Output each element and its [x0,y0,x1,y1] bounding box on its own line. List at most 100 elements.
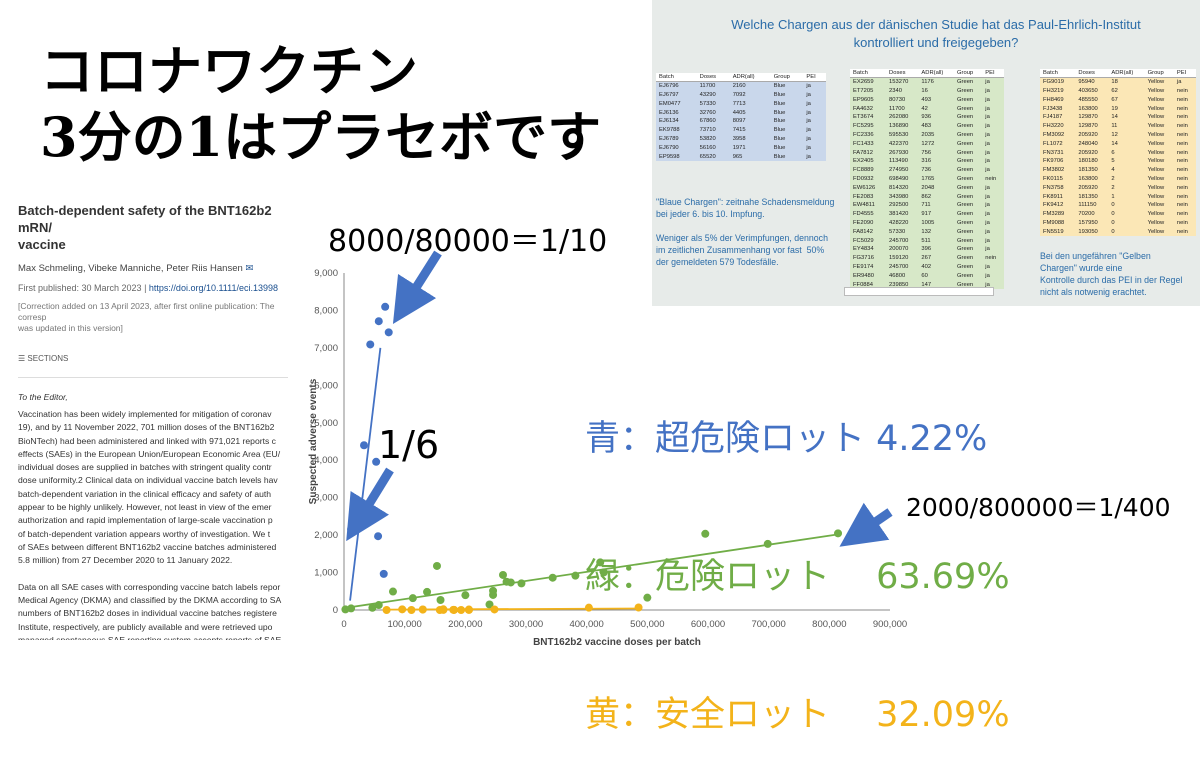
table-cell: EP9598 [656,152,697,161]
table-cell: Green [954,209,983,219]
table-cell: 2160 [729,81,771,91]
table-cell: Blue [770,116,804,126]
table-cell: Green [954,121,983,131]
table-cell: EK9788 [656,125,697,135]
menu-icon: ☰ [18,354,26,363]
table-cell: ja [982,236,1004,245]
table-cell: FH3220 [1040,121,1076,131]
correction-line1: [Correction added on 13 April 2023, afte… [18,301,275,322]
table-row: EW4811 292500 711 Green ja [850,200,1004,210]
x-tick-label: 600,000 [691,619,725,630]
data-point-series-0 [347,525,356,534]
data-point-series-2 [464,605,473,614]
table-row: FH3220 129870 11 Yellow nein [1040,121,1196,131]
table-cell: ja [982,121,1004,131]
table-cell: 1272 [918,139,955,149]
data-point-series-1 [548,573,557,582]
table-cell: ja [803,99,826,109]
table-cell: ja [803,143,826,153]
column-header: Batch [850,69,887,79]
yellow-batch-table: Batch Doses ADR(all) Group PEI FG9019 95940 18 Y… [1040,69,1196,237]
x-tick-label: 800,000 [812,619,846,630]
column-header: PEI [1173,69,1196,79]
table-row: EX2405 113490 316 Green ja [850,156,1004,166]
table-row: EY4834 200070 396 Green ja [850,244,1004,254]
table-cell: 12 [1108,130,1145,140]
table-cell: FM3289 [1040,209,1076,219]
green-header-row: Batch Doses ADR(all) Group PEI [850,69,1004,79]
table-cell: Yellow [1144,174,1174,184]
sections-menu[interactable]: ☰ SECTIONS [18,354,300,363]
table-cell: 698490 [886,174,919,184]
table-cell: ja [982,139,1004,149]
table-cell: 80730 [886,95,919,105]
table-row: EJ6789 53820 3958 Blue ja [656,134,826,144]
table-row: FJ3438 163800 19 Yellow nein [1040,104,1196,113]
data-point-series-0 [360,441,369,450]
data-point-series-1 [436,596,445,605]
table-row: FK8911 181350 1 Yellow nein [1040,192,1196,201]
data-point-series-2 [439,605,448,614]
table-row: FF0884 239850 147 Green ja [850,280,1004,289]
table-cell: FE9174 [850,262,887,272]
pei-batch-table-image: Welche Chargen aus der dänischen Studie … [652,0,1200,306]
table-cell: 67860 [696,116,730,126]
data-point-series-2 [584,603,593,612]
table-cell: 2 [1108,183,1145,193]
headline: コロナワクチン 3分の1はプラセボです [40,38,601,170]
table-cell: nein [1173,209,1196,219]
headline-line1: コロナワクチン [40,39,418,103]
table-cell: Green [954,139,983,149]
table-cell: FK8911 [1040,192,1076,201]
sections-label: SECTIONS [27,354,69,363]
column-header: Group [770,73,804,83]
x-tick-label: 0 [341,619,346,630]
table-cell: 4 [1108,165,1145,175]
table-cell: 1 [1108,192,1145,201]
table-cell: 402 [918,262,955,272]
table-cell: EW4811 [850,200,887,210]
table-cell: ja [982,218,1004,228]
table-row: EM0477 57330 7713 Blue ja [656,99,826,109]
column-header: ADR(all) [1108,69,1145,79]
paper-title-line2: vaccine [18,237,66,252]
table-cell: 181350 [1075,192,1109,201]
table-cell: ja [803,125,826,135]
table-cell: 736 [918,165,955,175]
table-cell: FE2083 [850,192,887,201]
data-point-series-1 [374,601,383,610]
data-point-series-1 [485,600,494,609]
table-cell: 6 [1108,148,1145,157]
table-cell: ja [982,271,1004,281]
table-cell: Blue [770,125,804,135]
table-cell: Green [954,200,983,210]
table-cell: Green [954,95,983,105]
table-cell: 129870 [1075,121,1109,131]
table-cell: Blue [770,90,804,100]
table-cell: 14 [1108,139,1145,149]
table-cell: 862 [918,192,955,201]
table-cell: 274950 [886,165,919,175]
table-cell: nein [1173,165,1196,175]
table-cell: FH8469 [1040,95,1076,105]
table-row: FC2336 595530 2035 Green ja [850,130,1004,140]
y-tick-label: 9,000 [314,268,338,279]
paper-publication: First published: 30 March 2023 | https:/… [18,283,279,293]
table-cell: FA7812 [850,148,887,157]
doi-link[interactable]: https://doi.org/10.1111/eci.13998 [148,283,279,293]
table-row: FN3731 205920 6 Yellow nein [1040,148,1196,157]
table-cell: Green [954,130,983,140]
table-cell: Green [954,174,983,184]
table-cell: 2340 [886,86,919,96]
y-tick-label: 7,000 [314,343,338,354]
table-row: FA7812 267930 756 Green ja [850,148,1004,157]
table-cell: ja [803,90,826,100]
table-row: FD0932 698490 1765 Green nein [850,174,1004,184]
table-cell: Green [954,156,983,166]
table-cell: 292500 [886,200,919,210]
headline-line2: 3分の1はプラセボです [40,105,602,169]
mail-icon[interactable]: ✉ [245,263,254,274]
table-cell: 245700 [886,262,919,272]
table-cell: 4405 [729,108,771,117]
table-cell: FC5295 [850,121,887,131]
